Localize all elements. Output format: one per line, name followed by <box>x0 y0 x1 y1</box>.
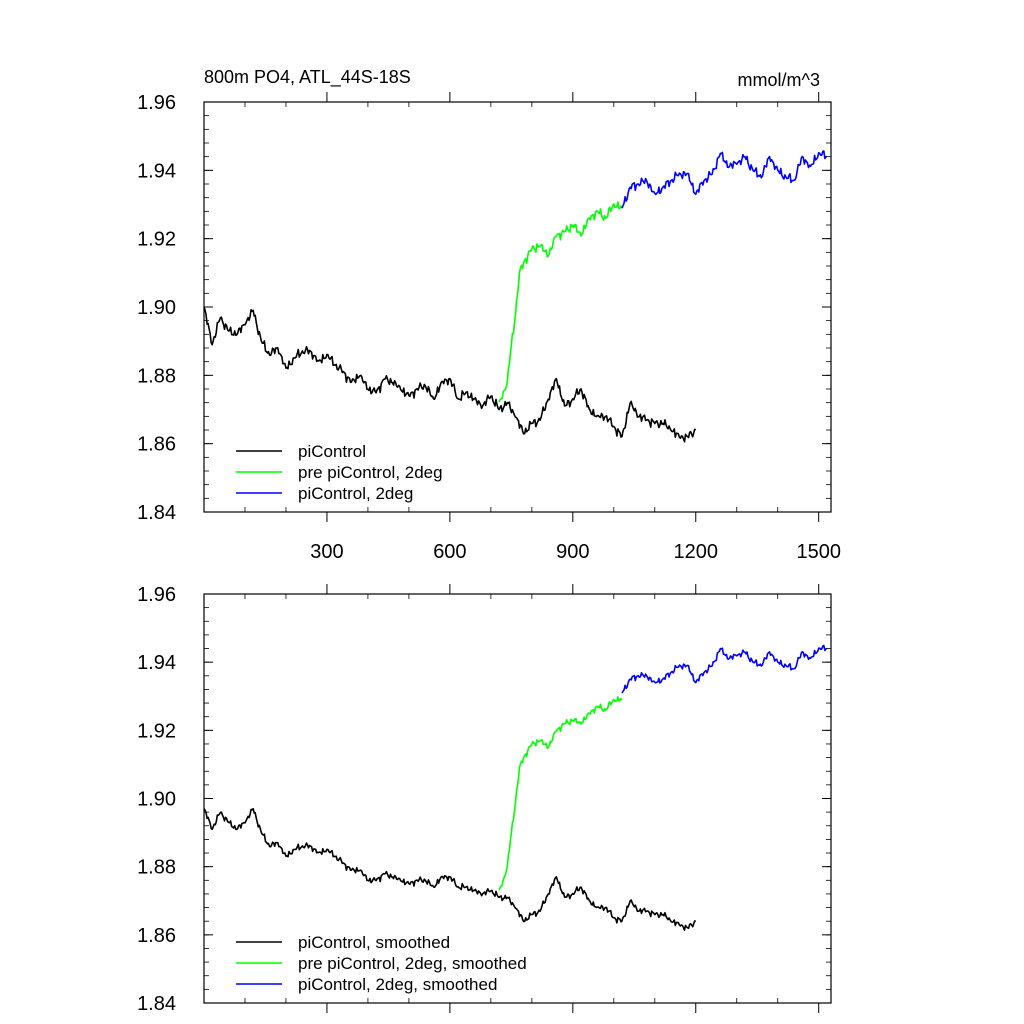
axes-group: 1.84 1.86 1.88 1.90 1.92 1.94 1.96 300 600 900 120… <box>137 92 841 563</box>
series-group <box>203 150 827 443</box>
y-tick-label: 1.92 <box>137 720 176 742</box>
legend: piControl, smoothed pre piControl, 2deg, … <box>236 933 527 994</box>
y-tick-label: 1.90 <box>137 789 176 811</box>
top-panel: 800m PO4, ATL_44S-18S mmol/m^3 1.841.861… <box>137 67 841 563</box>
y-tick-label: 1.92 <box>137 229 176 251</box>
units-label: mmol/m^3 <box>738 70 820 90</box>
y-tick-label: 1.94 <box>137 160 176 182</box>
y-tick-label: 1.84 <box>137 502 176 524</box>
series-line <box>621 644 828 694</box>
y-tick-label: 1.86 <box>137 434 176 456</box>
legend-label: pre piControl, 2deg <box>298 463 443 482</box>
series-group <box>203 644 828 931</box>
y-tick-label: 1.90 <box>137 297 176 319</box>
legend-label: piControl <box>298 442 366 461</box>
legend: piControl pre piControl, 2deg piControl, 2… <box>236 442 443 503</box>
legend-label: piControl, smoothed <box>298 933 450 952</box>
legend-label: piControl, 2deg <box>298 484 413 503</box>
bottom-panel: 1.84 1.86 1.88 1.90 1.92 1.94 1.96 piControl, … <box>137 584 832 1015</box>
y-tick-label: 1.96 <box>137 584 176 606</box>
x-tick-label: 1500 <box>796 541 841 563</box>
x-tick-label: 300 <box>310 541 343 563</box>
legend-label: piControl, 2deg, smoothed <box>298 975 497 994</box>
series-line <box>498 201 623 403</box>
x-tick-label: 600 <box>433 541 466 563</box>
y-tick-label: 1.84 <box>137 993 176 1015</box>
legend-label: pre piControl, 2deg, smoothed <box>298 954 527 973</box>
y-tick-label: 1.88 <box>137 365 176 387</box>
chart-title: 800m PO4, ATL_44S-18S <box>204 67 411 88</box>
y-tick-label: 1.94 <box>137 652 176 674</box>
y-tick-label: 1.96 <box>137 92 176 114</box>
axes-group: 1.84 1.86 1.88 1.90 1.92 1.94 1.96 <box>137 584 832 1015</box>
series-line <box>203 306 697 443</box>
series-line <box>498 696 623 891</box>
x-tick-label: 900 <box>556 541 589 563</box>
series-line <box>203 807 696 931</box>
x-tick-label: 1200 <box>674 541 719 563</box>
y-tick-label: 1.86 <box>137 925 176 947</box>
y-tick-label: 1.88 <box>137 857 176 879</box>
series-line <box>621 150 827 209</box>
